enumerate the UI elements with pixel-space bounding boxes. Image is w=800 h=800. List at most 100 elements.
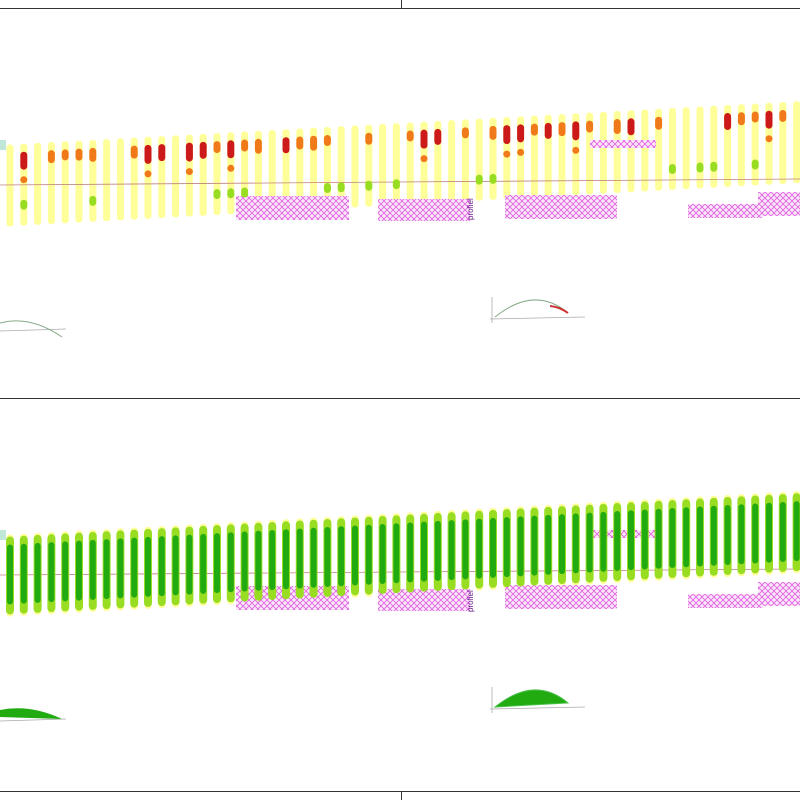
profile-inset-left <box>0 320 67 338</box>
measurement-point <box>517 148 525 156</box>
hatched-area <box>505 195 617 219</box>
measurement-point <box>655 116 663 130</box>
inset-curve <box>0 320 63 338</box>
measurement-column <box>117 538 124 599</box>
measurement-point <box>199 141 207 159</box>
measurement-column <box>310 527 317 588</box>
measurement-column <box>269 530 276 591</box>
measurement-point <box>213 189 221 200</box>
measurement-point <box>227 164 235 172</box>
measurement-column <box>641 509 648 570</box>
measurement-column <box>34 542 41 603</box>
measurement-column <box>697 506 703 567</box>
measurement-point <box>282 137 290 154</box>
measurement-column <box>158 536 165 597</box>
measurement-point <box>765 110 773 129</box>
measurement-point <box>89 195 97 206</box>
profile-band <box>6 144 14 227</box>
measurement-point <box>613 119 621 135</box>
profile-band <box>448 120 456 203</box>
middle-divider <box>0 398 800 399</box>
hatched-area <box>758 582 800 606</box>
measurement-point <box>434 128 442 145</box>
measurement-column <box>338 526 345 587</box>
measurement-column <box>241 531 248 592</box>
measurement-point <box>586 120 594 133</box>
measurement-column <box>172 535 179 596</box>
measurement-point <box>503 125 511 145</box>
measurement-column <box>614 511 621 572</box>
measurement-point <box>627 118 635 136</box>
measurement-point <box>365 132 373 145</box>
reference-line <box>0 178 800 186</box>
profile-inset-left <box>0 708 67 722</box>
inset-baseline <box>489 316 586 320</box>
measurement-column <box>476 518 483 579</box>
measurement-column <box>586 512 593 573</box>
measurement-column <box>752 503 759 564</box>
measurement-column <box>766 502 772 563</box>
profile-band <box>793 101 800 184</box>
measurement-point <box>20 151 28 170</box>
measurement-point <box>503 150 511 158</box>
measurement-point <box>392 179 400 190</box>
top-center-tick <box>401 0 402 8</box>
measurement-column <box>324 526 331 587</box>
profile-band <box>61 141 69 224</box>
panel-top-svg <box>0 101 800 338</box>
measurement-column <box>186 534 193 595</box>
measurement-point <box>696 162 704 173</box>
profile-band <box>392 123 400 206</box>
profile-band <box>116 138 124 221</box>
profile-band <box>779 101 787 184</box>
measurement-column <box>227 532 234 593</box>
measurement-point <box>241 187 249 198</box>
measurement-point <box>227 188 235 199</box>
profile-label-bottom: profiel <box>466 590 475 612</box>
measurement-point <box>406 130 414 142</box>
profile-band <box>34 142 42 225</box>
measurement-point <box>751 159 759 170</box>
left-marker <box>0 140 6 150</box>
measurement-point <box>765 135 773 143</box>
measurement-point <box>323 134 331 146</box>
profile-band <box>351 125 359 208</box>
measurement-column <box>145 536 151 597</box>
measurement-column <box>710 505 717 566</box>
inset-baseline <box>489 706 586 710</box>
measurement-column <box>62 541 69 602</box>
inset-highlight <box>549 305 569 314</box>
inset-baseline <box>0 718 67 722</box>
inset-curve <box>493 689 570 708</box>
measurement-column <box>572 513 579 574</box>
measurement-point <box>144 144 152 164</box>
hatched-area <box>378 589 470 611</box>
hatched-area <box>590 530 656 538</box>
panel-bottom: profiel <box>0 399 800 791</box>
measurement-point <box>185 168 193 176</box>
measurement-column <box>600 511 607 572</box>
measurement-point <box>89 147 97 162</box>
measurement-point <box>572 146 580 154</box>
profile-band <box>406 122 414 205</box>
measurement-point <box>517 124 525 143</box>
hatched-area <box>688 204 763 218</box>
panel-bottom-svg <box>0 491 800 722</box>
measurement-column <box>7 544 13 605</box>
measurement-point <box>420 129 428 149</box>
measurement-point <box>475 174 483 185</box>
measurement-column <box>89 539 96 600</box>
measurement-column <box>779 501 786 562</box>
measurement-column <box>655 508 662 569</box>
measurement-point <box>530 123 538 136</box>
bottom-center-tick <box>401 792 402 800</box>
measurement-point <box>544 122 552 139</box>
profile-band <box>268 130 276 213</box>
profile-band <box>461 119 469 202</box>
profile-label-top: profiel <box>466 198 475 220</box>
measurement-point <box>144 170 152 178</box>
measurement-column <box>20 543 27 604</box>
hatched-area <box>378 199 470 221</box>
measurement-point <box>710 161 718 172</box>
measurement-point <box>254 138 262 154</box>
